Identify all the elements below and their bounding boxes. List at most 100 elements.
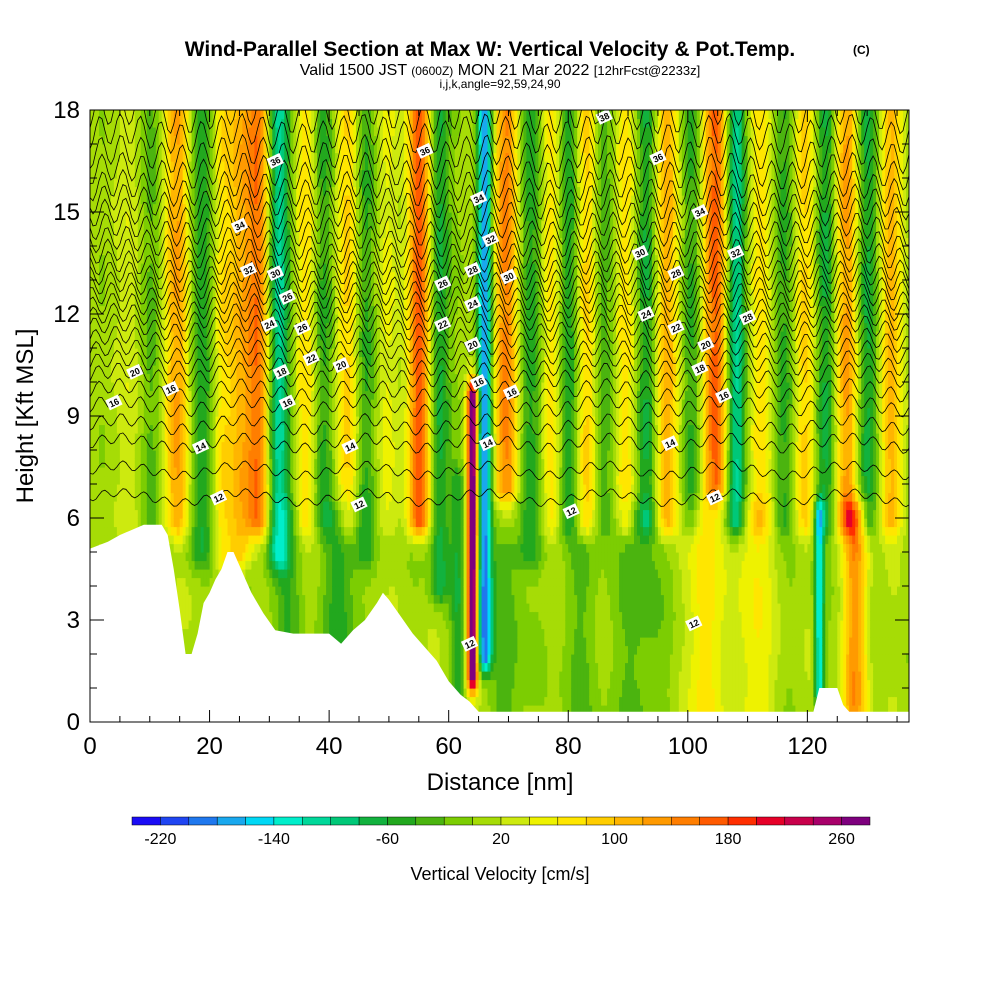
velocity-cell bbox=[134, 220, 139, 230]
velocity-cell bbox=[272, 543, 276, 553]
velocity-cell bbox=[161, 169, 166, 179]
velocity-cell bbox=[290, 322, 294, 332]
velocity-cell bbox=[257, 501, 261, 511]
velocity-cell bbox=[296, 552, 300, 562]
velocity-cell bbox=[203, 501, 208, 511]
velocity-cell bbox=[212, 424, 217, 434]
velocity-cell bbox=[96, 356, 100, 366]
velocity-cell bbox=[200, 212, 205, 222]
velocity-cell bbox=[149, 441, 154, 451]
velocity-cell bbox=[242, 458, 246, 468]
velocity-cell bbox=[96, 169, 100, 179]
velocity-cell bbox=[233, 135, 238, 145]
velocity-cell bbox=[293, 186, 297, 196]
velocity-cell bbox=[102, 305, 106, 315]
velocity-cell bbox=[281, 280, 285, 290]
velocity-cell bbox=[263, 203, 267, 213]
velocity-cell bbox=[269, 543, 273, 553]
velocity-cell bbox=[248, 424, 252, 434]
velocity-cell bbox=[221, 526, 226, 536]
velocity-cell bbox=[90, 458, 94, 468]
velocity-cell bbox=[236, 373, 241, 383]
velocity-cell bbox=[164, 229, 169, 239]
velocity-cell bbox=[230, 390, 235, 400]
velocity-cell bbox=[230, 271, 235, 281]
velocity-cell bbox=[149, 399, 154, 409]
velocity-cell bbox=[131, 484, 136, 494]
velocity-cell bbox=[260, 178, 264, 188]
velocity-cell bbox=[167, 110, 172, 120]
velocity-cell bbox=[194, 229, 199, 239]
velocity-cell bbox=[293, 220, 297, 230]
velocity-cell bbox=[218, 348, 223, 358]
velocity-cell bbox=[173, 543, 178, 553]
velocity-cell bbox=[275, 118, 279, 128]
velocity-cell bbox=[188, 331, 193, 341]
velocity-cell bbox=[269, 144, 273, 154]
velocity-cell bbox=[197, 356, 202, 366]
velocity-cell bbox=[179, 399, 184, 409]
velocity-cell bbox=[230, 535, 235, 545]
velocity-cell bbox=[102, 220, 106, 230]
velocity-cell bbox=[182, 152, 187, 162]
velocity-cell bbox=[140, 331, 145, 341]
velocity-cell bbox=[116, 220, 121, 230]
velocity-cell bbox=[218, 127, 223, 137]
velocity-cell bbox=[266, 518, 270, 528]
velocity-cell bbox=[293, 178, 297, 188]
velocity-cell bbox=[233, 339, 238, 349]
velocity-cell bbox=[269, 356, 273, 366]
velocity-cell bbox=[90, 314, 94, 324]
velocity-cell bbox=[164, 169, 169, 179]
velocity-cell bbox=[206, 390, 211, 400]
velocity-cell bbox=[158, 314, 163, 324]
velocity-cell bbox=[254, 144, 258, 154]
velocity-cell bbox=[284, 475, 288, 485]
velocity-cell bbox=[260, 373, 264, 383]
velocity-cell bbox=[99, 373, 103, 383]
velocity-cell bbox=[221, 161, 226, 171]
velocity-cell bbox=[209, 501, 214, 511]
velocity-cell bbox=[104, 110, 109, 120]
velocity-cell bbox=[224, 475, 229, 485]
velocity-cell bbox=[102, 144, 106, 154]
velocity-cell bbox=[224, 356, 229, 366]
velocity-cell bbox=[107, 467, 112, 477]
velocity-cell bbox=[254, 305, 258, 315]
velocity-cell bbox=[122, 441, 127, 451]
velocity-cell bbox=[164, 348, 169, 358]
velocity-cell bbox=[128, 237, 133, 247]
velocity-cell bbox=[161, 212, 166, 222]
velocity-cell bbox=[206, 288, 211, 298]
velocity-cell bbox=[99, 475, 103, 485]
velocity-cell bbox=[206, 322, 211, 332]
velocity-cell bbox=[269, 484, 273, 494]
velocity-cell bbox=[99, 509, 103, 519]
velocity-cell bbox=[131, 169, 136, 179]
velocity-cell bbox=[233, 178, 238, 188]
velocity-cell bbox=[179, 365, 184, 375]
velocity-cell bbox=[284, 331, 288, 341]
velocity-cell bbox=[176, 458, 181, 468]
velocity-cell bbox=[90, 246, 94, 256]
velocity-cell bbox=[248, 441, 252, 451]
velocity-cell bbox=[155, 220, 160, 230]
velocity-cell bbox=[290, 552, 294, 562]
velocity-cell bbox=[113, 280, 118, 290]
velocity-cell bbox=[248, 254, 252, 264]
velocity-cell bbox=[110, 144, 115, 154]
velocity-cell bbox=[110, 467, 115, 477]
velocity-cell bbox=[236, 237, 241, 247]
velocity-cell bbox=[99, 450, 103, 460]
velocity-cell bbox=[131, 382, 136, 392]
velocity-cell bbox=[263, 297, 267, 307]
velocity-cell bbox=[278, 586, 282, 596]
velocity-cell bbox=[221, 450, 226, 460]
velocity-cell bbox=[197, 543, 202, 553]
velocity-cell bbox=[194, 458, 199, 468]
velocity-cell bbox=[155, 135, 160, 145]
velocity-cell bbox=[164, 475, 169, 485]
velocity-cell bbox=[194, 390, 199, 400]
velocity-cell bbox=[266, 263, 270, 273]
velocity-cell bbox=[275, 237, 279, 247]
